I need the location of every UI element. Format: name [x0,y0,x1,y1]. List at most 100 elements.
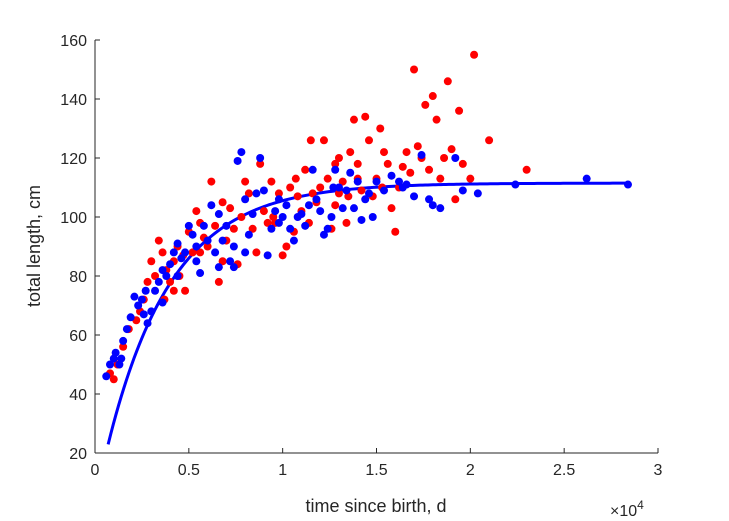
data-point [380,148,389,157]
data-point [451,154,460,162]
data-point [102,372,111,381]
data-point [380,186,389,195]
x-tick-label: 2 [466,462,475,479]
data-point [387,171,396,180]
data-point [122,325,131,334]
data-point [297,210,306,219]
data-point [226,204,235,213]
data-point [301,165,310,174]
data-point [334,189,343,198]
data-point [139,310,148,319]
data-point [334,183,343,192]
y-tick-label: 160 [60,33,87,50]
data-point [455,106,464,115]
data-point [137,295,146,304]
data-point [428,92,437,101]
data-point [158,266,167,275]
x-tick-label: 2.5 [553,462,575,479]
x-axis-label: time since birth, d [305,496,446,516]
data-point [188,248,197,257]
data-point [432,115,441,124]
data-point [173,272,182,280]
data-point [207,201,216,210]
fit-curve-group [106,181,628,445]
data-point [323,174,332,183]
data-point [158,248,167,257]
data-point [398,162,407,171]
data-point [308,189,317,198]
data-points [102,50,632,384]
data-point [623,180,632,189]
data-point [218,257,227,266]
data-point [263,251,272,260]
data-point [436,174,445,183]
y-tick-label: 80 [69,269,87,286]
data-point [192,207,201,216]
data-point [166,277,175,286]
data-point [447,145,456,154]
data-point [361,112,370,121]
x-tick-label: 1.5 [365,462,387,479]
y-axis-label: total length, cm [24,185,44,307]
data-point [338,204,347,213]
data-point [425,195,434,204]
data-point [346,168,355,177]
data-point [334,154,343,162]
data-point [306,136,315,145]
data-point [274,195,283,204]
data-point [119,342,128,351]
data-point [229,224,238,233]
data-point [192,257,201,266]
data-point [286,224,295,233]
data-point [485,136,494,145]
data-point [398,183,407,192]
data-point [192,242,201,251]
x-scale-prefix: ×10 [610,503,637,520]
data-point [169,248,178,257]
data-point [267,177,276,186]
data-point [286,183,295,192]
data-point [106,360,115,369]
data-point [117,354,126,363]
data-point [436,204,445,213]
data-point [151,286,160,295]
data-point [346,148,355,157]
data-point [274,189,283,198]
data-point [316,183,325,192]
data-point [181,286,190,295]
data-point [211,248,220,257]
data-point [342,218,351,227]
data-point [181,248,190,257]
data-point [293,192,302,201]
data-point [169,286,178,295]
ticks: 0 0.5 1 1.5 2 2.5 3 20 40 60 80 100 120 140 160 [60,33,662,479]
data-point [203,236,212,245]
y-tick-label: 100 [60,210,87,227]
data-point [188,230,197,239]
data-point [357,215,366,224]
data-point [282,242,291,251]
data-point [241,195,250,204]
data-point [214,263,223,272]
data-point [582,174,591,183]
data-point [349,204,358,213]
data-point [166,260,175,269]
data-point [402,148,411,157]
data-point [199,221,208,230]
data-point [256,159,265,168]
data-point [244,230,253,239]
data-point [278,251,287,260]
y-tick-label: 20 [69,446,87,463]
data-point [143,319,152,328]
y-tick-label: 60 [69,328,87,345]
data-point [372,177,381,186]
data-point [282,201,291,210]
data-point [241,177,250,186]
data-point [470,50,479,59]
data-point [353,159,362,168]
data-point [391,227,400,236]
data-point [458,159,467,168]
data-point [387,204,396,213]
data-point [338,177,347,186]
data-point [237,148,246,157]
